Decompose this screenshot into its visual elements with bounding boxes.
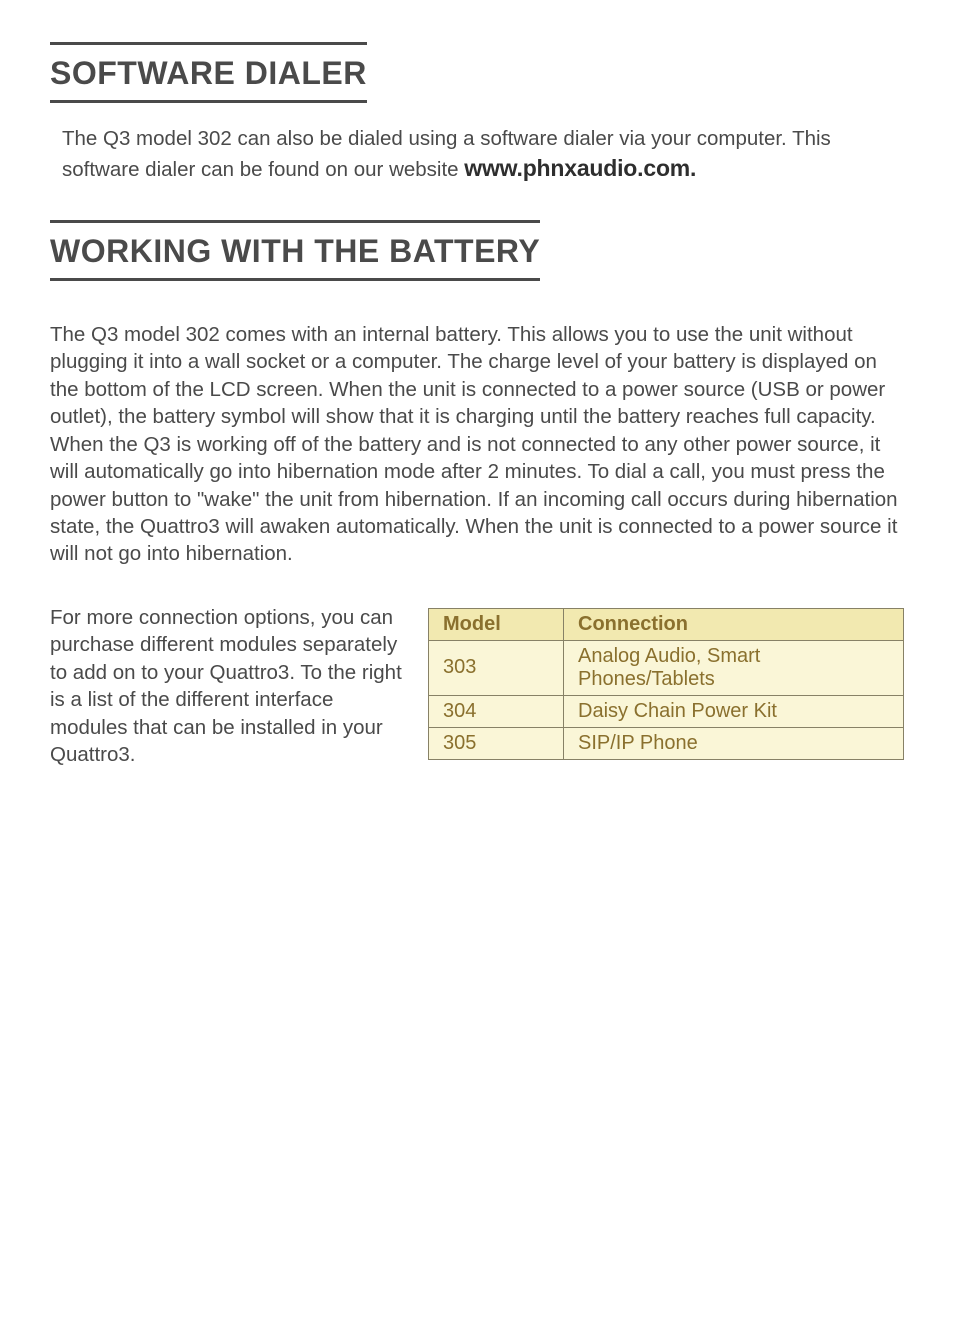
cell-model: 305 — [429, 727, 564, 759]
table-header-row: Model Connection — [429, 608, 904, 640]
cell-connection: SIP/IP Phone — [564, 727, 904, 759]
table-row: 305 SIP/IP Phone — [429, 727, 904, 759]
cell-connection: Daisy Chain Power Kit — [564, 695, 904, 727]
software-dialer-heading: SOFTWARE DIALER — [50, 42, 367, 103]
modules-row: For more connection options, you can pur… — [50, 604, 904, 769]
dialer-text: The Q3 model 302 can also be dialed usin… — [62, 127, 831, 181]
modules-table: Model Connection 303 Analog Audio, Smart… — [428, 608, 904, 760]
table-row: 304 Daisy Chain Power Kit — [429, 695, 904, 727]
battery-paragraph: The Q3 model 302 comes with an internal … — [50, 321, 904, 568]
col-connection: Connection — [564, 608, 904, 640]
battery-heading: WORKING WITH THE BATTERY — [50, 220, 540, 281]
cell-model: 304 — [429, 695, 564, 727]
modules-paragraph: For more connection options, you can pur… — [50, 604, 410, 769]
software-dialer-paragraph: The Q3 model 302 can also be dialed usin… — [62, 125, 904, 184]
cell-connection: Analog Audio, Smart Phones/Tablets — [564, 640, 904, 695]
cell-model: 303 — [429, 640, 564, 695]
page-root: SOFTWARE DIALER The Q3 model 302 can als… — [0, 0, 954, 1340]
dialer-website: www.phnxaudio.com. — [464, 155, 696, 181]
table-row: 303 Analog Audio, Smart Phones/Tablets — [429, 640, 904, 695]
col-model: Model — [429, 608, 564, 640]
